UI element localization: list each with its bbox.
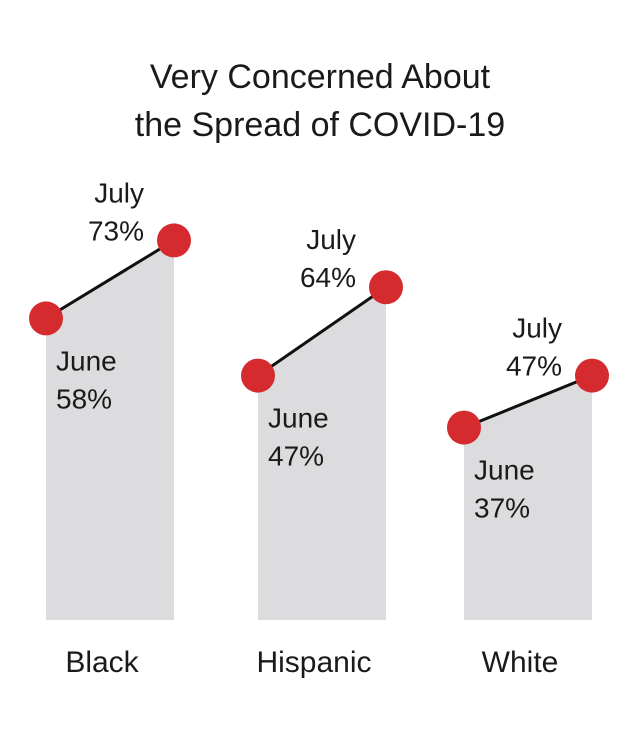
- marker-july-hispanic: [369, 270, 403, 305]
- line-black: [45, 239, 175, 320]
- area-black: [46, 240, 174, 620]
- marker-july-white: [575, 358, 609, 393]
- area-hispanic: [258, 287, 386, 620]
- chart-marks: June 58% July 73% Black June 47% July 64% Hispani…: [29, 177, 609, 679]
- label-june-name-black: June: [56, 345, 117, 376]
- label-june-name-hispanic: June: [268, 403, 329, 434]
- chart-title-line-1: Very Concerned About: [150, 58, 491, 96]
- line-hispanic: [257, 285, 387, 377]
- category-label-black: Black: [65, 646, 139, 679]
- label-june-name-white: June: [474, 455, 535, 486]
- marker-june-white: [447, 410, 481, 445]
- category-label-hispanic: Hispanic: [256, 646, 371, 679]
- label-july-name-white: July: [512, 313, 562, 344]
- category-label-white: White: [482, 646, 559, 679]
- marker-july-black: [157, 223, 191, 258]
- chart-title-line-2: the Spread of COVID-19: [135, 106, 505, 144]
- marker-june-hispanic: [241, 358, 275, 393]
- label-july-value-hispanic: 64%: [300, 262, 356, 293]
- label-july-name-black: July: [94, 177, 144, 208]
- label-july-name-hispanic: July: [306, 224, 356, 255]
- label-july-value-white: 47%: [506, 351, 562, 382]
- label-june-value-hispanic: 47%: [268, 441, 324, 472]
- label-july-value-black: 73%: [88, 215, 144, 246]
- area-white: [464, 375, 592, 620]
- label-june-value-white: 37%: [474, 493, 530, 524]
- label-june-value-black: 58%: [56, 383, 112, 414]
- line-white: [463, 374, 593, 429]
- marker-june-black: [29, 301, 63, 336]
